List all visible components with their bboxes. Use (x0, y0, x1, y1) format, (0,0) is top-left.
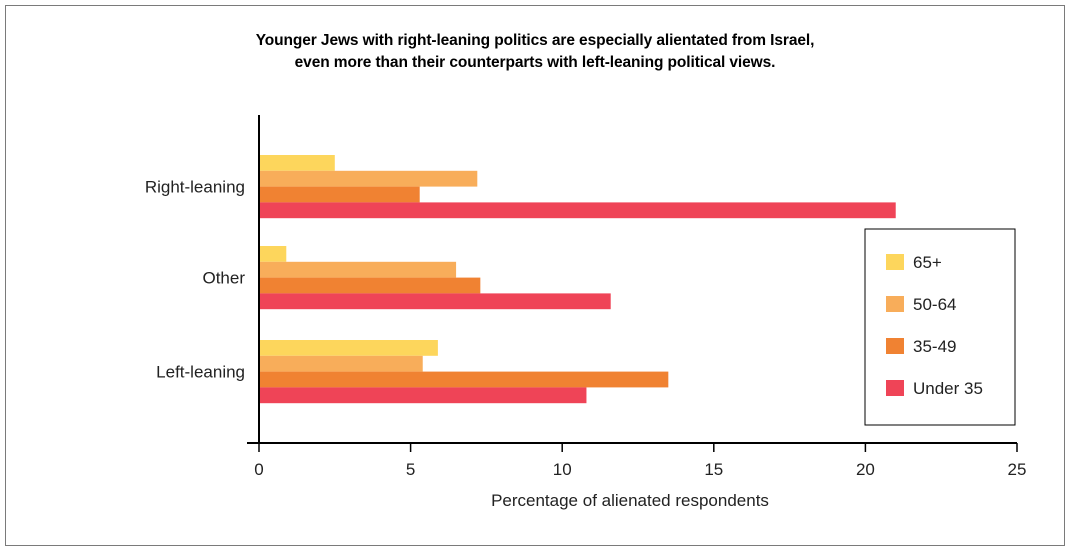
legend-label: Under 35 (913, 379, 983, 398)
x-tick-label: 0 (254, 460, 263, 479)
legend-swatch (886, 254, 904, 270)
x-tick-label: 20 (856, 460, 875, 479)
category-label: Other (202, 269, 245, 288)
legend-label: 35-49 (913, 337, 956, 356)
legend-swatch (886, 296, 904, 312)
bar-50-64-left-leaning (259, 355, 423, 372)
bar-65--right-leaning (259, 155, 335, 171)
bar-35-49-left-leaning (259, 371, 669, 388)
chart-title: Younger Jews with right-leaning politics… (0, 30, 1070, 74)
x-axis-title: Percentage of alienated respondents (491, 491, 769, 510)
bar-under-35-other (259, 293, 611, 310)
bar-65--other (259, 246, 287, 262)
chart-title-line-2: even more than their counterparts with l… (294, 54, 776, 71)
bar-50-64-right-leaning (259, 170, 478, 187)
x-tick-label: 15 (704, 460, 723, 479)
legend: 65+ 50-64 35-49 Under 35 (864, 228, 1016, 426)
bar-35-49-other (259, 277, 481, 294)
bar-under-35-left-leaning (259, 387, 587, 404)
x-tick-label: 10 (553, 460, 572, 479)
bars-group (259, 155, 896, 404)
category-label: Right-leaning (145, 178, 245, 197)
legend-label: 65+ (913, 253, 942, 272)
x-tick-label: 5 (406, 460, 415, 479)
bar-50-64-other (259, 261, 457, 278)
legend-swatch (886, 380, 904, 396)
bar-65--left-leaning (259, 340, 438, 356)
legend-label: 50-64 (913, 295, 956, 314)
legend-swatch (886, 338, 904, 354)
x-tick-label: 25 (1008, 460, 1027, 479)
category-labels-group: Right-leaning Other Left-leaning (145, 178, 246, 382)
category-label: Left-leaning (156, 363, 245, 382)
bar-35-49-right-leaning (259, 186, 420, 203)
x-ticks-group: 0 5 10 15 20 25 (254, 443, 1026, 479)
chart-title-line-1: Younger Jews with right-leaning politics… (255, 32, 815, 49)
bar-under-35-right-leaning (259, 202, 896, 219)
